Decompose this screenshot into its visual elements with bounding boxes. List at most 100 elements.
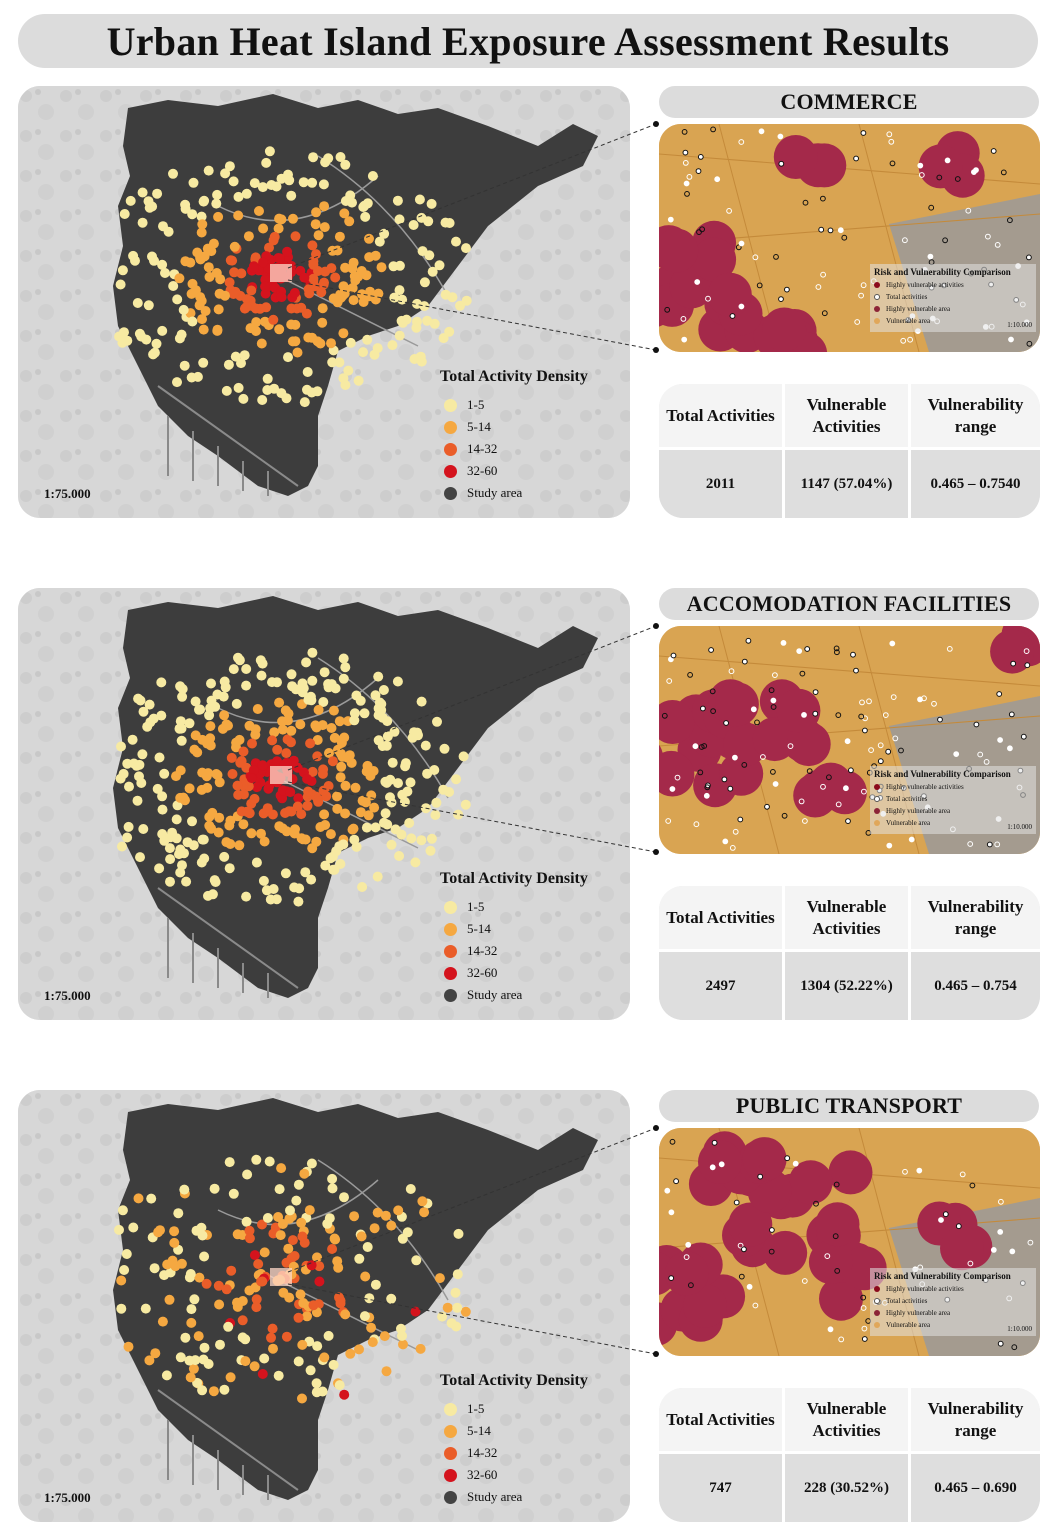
- density-hexbin: [327, 1244, 338, 1254]
- density-hexbin: [236, 268, 247, 279]
- density-hexbin: [300, 867, 311, 878]
- activity-point: [916, 1167, 923, 1174]
- density-hexbin: [310, 720, 321, 731]
- inset-legend-label: Vulnerable area: [886, 1321, 931, 1329]
- density-hexbin: [296, 1217, 307, 1228]
- activity-point: [861, 1325, 868, 1332]
- activity-point: [850, 651, 856, 658]
- stats-table: Total Activities Vulnerable Activities V…: [659, 384, 1040, 518]
- density-hexbin: [228, 1188, 239, 1199]
- density-hexbin: [221, 719, 232, 730]
- header-total-activities: Total Activities: [659, 384, 785, 450]
- activity-point: [900, 337, 907, 344]
- density-hexbin: [365, 286, 375, 297]
- legend-swatch: [444, 1446, 457, 1460]
- inset-legend-label: Highly vulnerable area: [886, 1309, 951, 1317]
- density-hexbin: [122, 758, 133, 769]
- density-hexbin: [157, 325, 168, 336]
- activity-point: [848, 767, 854, 774]
- density-hexbin: [340, 196, 351, 206]
- activity-point: [858, 292, 865, 299]
- density-hexbin: [146, 1193, 157, 1204]
- legend-label: 32-60: [467, 463, 498, 478]
- activity-point: [860, 1294, 867, 1301]
- density-hexbin: [397, 1233, 408, 1244]
- activity-point: [983, 759, 990, 765]
- density-hexbin: [328, 705, 339, 716]
- inset-legend-item: Highly vulnerable activities: [874, 1283, 1032, 1295]
- legend-item: 14-32: [440, 1442, 630, 1464]
- density-hexbin: [137, 217, 148, 228]
- activity-point: [860, 282, 867, 289]
- legend-swatch: [444, 944, 457, 958]
- density-hexbin: [203, 262, 214, 273]
- activity-point: [738, 139, 745, 145]
- activity-point: [787, 743, 794, 749]
- activity-point: [826, 774, 832, 781]
- legend-title: Total Activity Density: [440, 368, 588, 385]
- vulnerable-hex: [990, 629, 1035, 674]
- density-hexbin: [274, 697, 285, 708]
- activity-point: [688, 1282, 694, 1289]
- density-hexbin: [339, 1389, 350, 1400]
- density-hexbin: [260, 281, 271, 292]
- density-hexbin: [229, 241, 240, 252]
- density-hexbin: [252, 704, 263, 714]
- density-hexbin: [272, 744, 283, 755]
- density-hexbin: [364, 252, 375, 263]
- density-hexbin: [249, 178, 260, 189]
- density-hexbin: [262, 385, 273, 395]
- inset-legend-item: Highly vulnerable area: [874, 1307, 1032, 1319]
- activity-point: [732, 828, 739, 835]
- density-hexbin: [224, 277, 235, 288]
- legend-title: Total Activity Density: [440, 870, 588, 887]
- activity-point: [953, 751, 960, 758]
- activity-point: [973, 721, 980, 728]
- density-hexbin: [285, 1205, 295, 1216]
- density-hexbin: [307, 177, 318, 188]
- density-hexbin: [410, 1306, 421, 1317]
- legend-swatch: [444, 900, 457, 914]
- legend-title: Total Activity Density: [440, 1372, 588, 1389]
- activity-point: [1026, 254, 1032, 261]
- density-hexbin: [237, 1315, 248, 1326]
- activity-point: [1020, 733, 1027, 740]
- density-hexbin: [277, 716, 288, 727]
- total-activities-value: 2497: [659, 952, 785, 1020]
- density-hexbin: [339, 1192, 349, 1203]
- density-hexbin: [168, 281, 179, 291]
- density-hexbin: [381, 1366, 392, 1377]
- activity-point: [772, 672, 778, 678]
- activity-point: [686, 174, 693, 180]
- density-hexbin: [326, 338, 336, 349]
- activity-point: [697, 769, 704, 776]
- density-hexbin: [434, 1273, 445, 1284]
- legend-item: 1-5: [440, 896, 630, 918]
- inset-legend-swatch: [874, 1310, 880, 1316]
- density-hexbin: [280, 868, 291, 879]
- inset-scale: 1:10.000: [1007, 823, 1032, 831]
- density-hexbin: [325, 829, 336, 840]
- inset-legend-item: Highly vulnerable area: [874, 805, 1032, 817]
- density-hexbin: [224, 1157, 235, 1168]
- vulnerable-hex: [940, 1226, 984, 1271]
- density-hexbin: [205, 721, 216, 732]
- density-hexbin: [376, 705, 387, 715]
- density-hexbin: [372, 1207, 383, 1218]
- density-hexbin: [419, 277, 430, 288]
- vulnerable-hex: [659, 752, 695, 797]
- density-hexbin: [345, 337, 356, 348]
- density-hexbin: [308, 1300, 319, 1311]
- activity-point: [889, 160, 896, 167]
- density-hexbin: [180, 203, 191, 214]
- density-hexbin: [196, 857, 207, 868]
- density-hexbin: [224, 863, 235, 874]
- density-hexbin: [319, 1352, 330, 1363]
- density-hexbin: [356, 1231, 367, 1242]
- density-hexbin: [277, 724, 288, 735]
- activity-point: [738, 240, 745, 247]
- density-hexbin: [312, 751, 323, 762]
- density-hexbin: [233, 210, 244, 221]
- density-hexbin: [320, 860, 331, 871]
- density-hexbin: [328, 293, 339, 304]
